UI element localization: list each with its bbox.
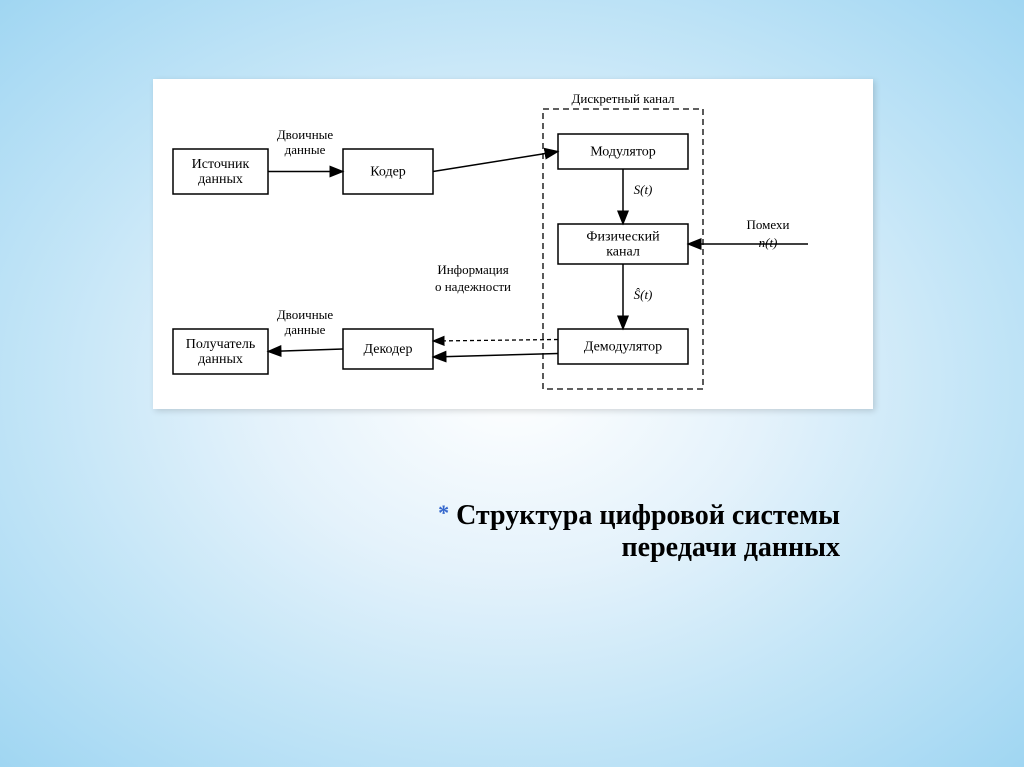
label-reliability: Информация bbox=[437, 262, 508, 277]
node-channel-label: канал bbox=[606, 245, 640, 260]
label-binary-bottom: данные bbox=[285, 322, 326, 337]
node-decoder-label: Декодер bbox=[364, 342, 413, 357]
node-demod-label: Демодулятор bbox=[584, 340, 662, 355]
label-binary-top: Двоичные bbox=[277, 127, 334, 142]
title-line1: Структура цифровой системы bbox=[456, 500, 840, 531]
label-reliability: о надежности bbox=[435, 279, 511, 294]
node-source-label: Источник bbox=[192, 157, 250, 172]
label-binary-top: данные bbox=[285, 142, 326, 157]
node-modulator-label: Модулятор bbox=[590, 145, 656, 160]
node-channel-label: Физический bbox=[586, 230, 660, 245]
node-receiver-label: данных bbox=[198, 352, 243, 367]
label-noise: n(t) bbox=[759, 235, 778, 250]
node-receiver-label: Получатель bbox=[186, 337, 256, 352]
label-s-hat: Ŝ(t) bbox=[634, 287, 653, 302]
discrete-channel-label: Дискретный канал bbox=[572, 91, 675, 106]
title-line2: передачи данных bbox=[622, 532, 840, 563]
label-s-t: S(t) bbox=[634, 182, 653, 197]
arrow bbox=[268, 349, 343, 352]
dashed-arrow bbox=[433, 340, 558, 342]
bullet-star-icon: * bbox=[438, 500, 449, 525]
flowchart-svg: Дискретный каналИсточникданныхКодерМодул… bbox=[153, 79, 873, 409]
slide-title: * Структура цифровой системы передачи да… bbox=[230, 500, 840, 564]
label-noise: Помехи bbox=[747, 217, 790, 232]
arrow bbox=[433, 354, 558, 358]
arrow bbox=[433, 152, 558, 172]
node-coder-label: Кодер bbox=[370, 165, 406, 180]
label-binary-bottom: Двоичные bbox=[277, 307, 334, 322]
diagram-card: Дискретный каналИсточникданныхКодерМодул… bbox=[153, 79, 873, 409]
node-source-label: данных bbox=[198, 172, 243, 187]
